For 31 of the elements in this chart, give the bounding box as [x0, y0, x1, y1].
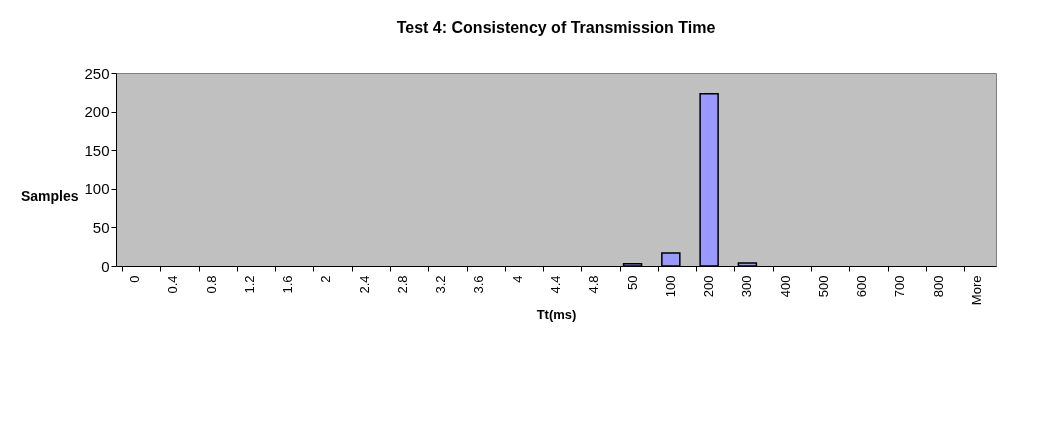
x-tick-label: 0.4 [165, 275, 181, 294]
x-tick-label: 1.2 [241, 275, 257, 294]
y-tick-label: 200 [84, 103, 110, 121]
x-tick-label: 3.2 [433, 275, 449, 294]
x-tick-label: 200 [701, 275, 717, 298]
x-tick-label: 0 [126, 275, 142, 283]
x-tick-label: 500 [815, 275, 831, 298]
x-tick-label: 0.8 [203, 275, 219, 294]
x-tick-label: 4.4 [548, 275, 563, 294]
x-tick-label: 50 [624, 275, 640, 290]
x-tick-label: 1.6 [280, 275, 296, 294]
x-tick-label: 100 [662, 275, 678, 298]
x-tick-label: 400 [777, 275, 793, 298]
x-tick-label: 4.8 [586, 275, 602, 294]
x-tick-label: 600 [854, 275, 870, 298]
y-tick-label: 250 [84, 64, 110, 82]
y-tick-label: 100 [84, 180, 110, 198]
x-tick-label: 700 [892, 275, 908, 298]
x-tick-label: 2 [318, 275, 334, 283]
x-tick-label: More [969, 275, 985, 306]
y-axis-title: Samples [20, 187, 79, 204]
x-tick-label: 3.6 [471, 275, 487, 294]
x-tick-label: 2.8 [394, 275, 410, 294]
x-axis-title: Tt(ms) [536, 307, 577, 323]
x-tick-label: 300 [739, 275, 755, 298]
chart-title: Test 4: Consistency of Transmission Time [396, 19, 716, 36]
x-tick-label: 800 [930, 275, 946, 298]
y-tick-label: 150 [84, 141, 110, 159]
x-tick-label: 2.4 [356, 275, 372, 294]
y-tick-label: 50 [92, 218, 110, 236]
x-tick-label: 4 [509, 275, 525, 283]
